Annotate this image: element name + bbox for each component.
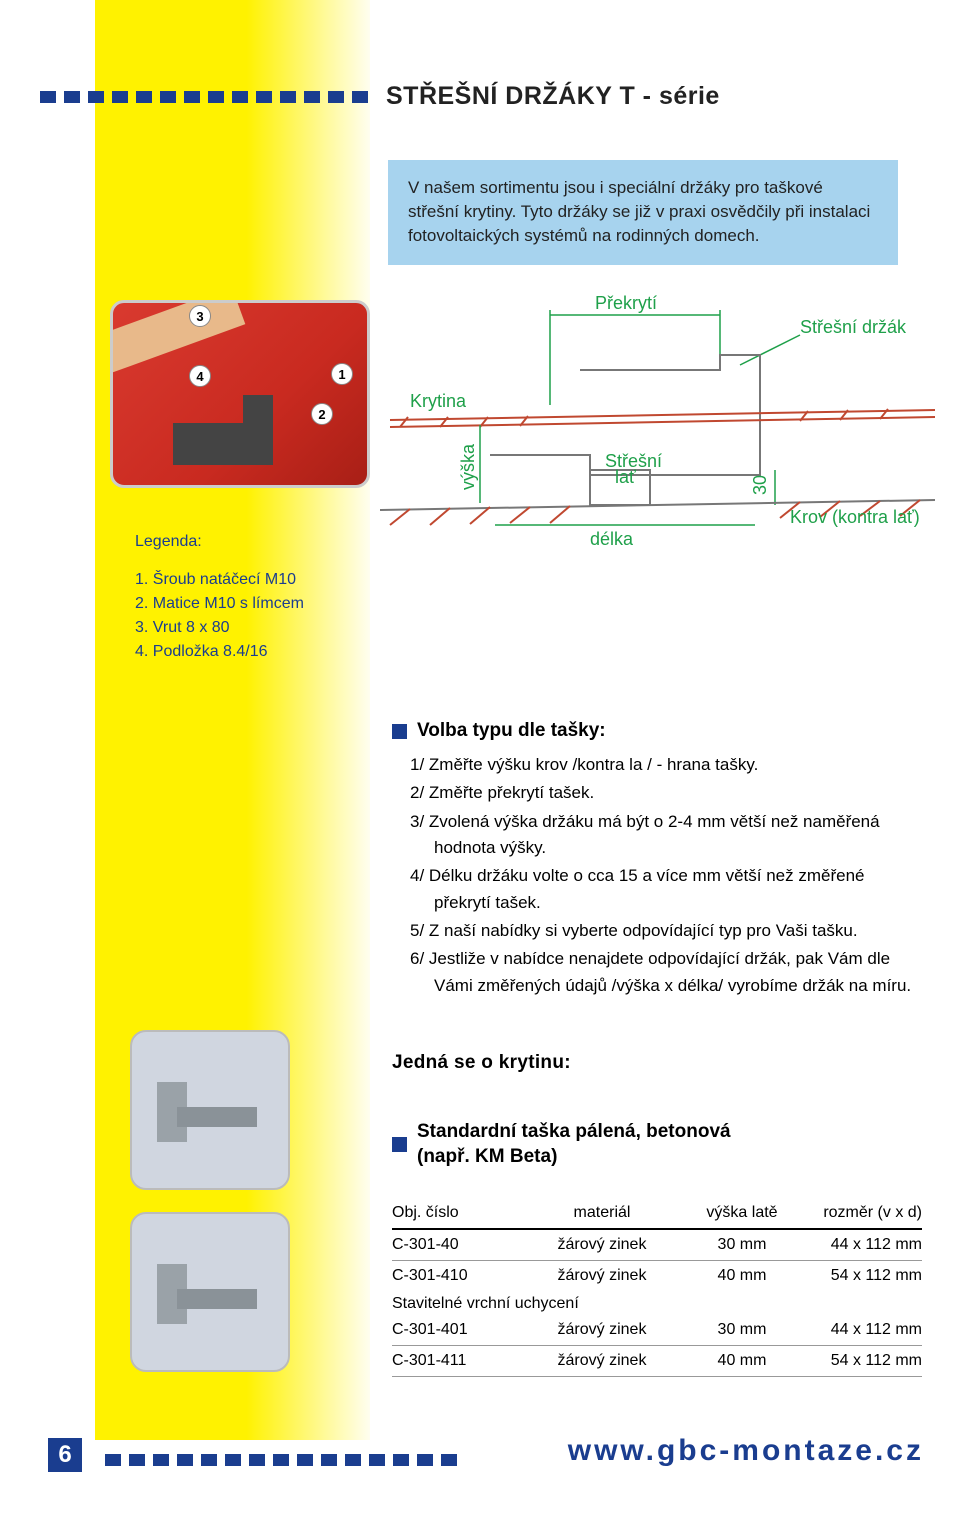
td: 40 mm — [682, 1267, 802, 1285]
technical-schematic: Překrytí Střešní držák Krytina Střešní — [380, 295, 935, 585]
label-lat2: lať — [615, 467, 636, 487]
photo-bracket — [173, 395, 273, 465]
volba-item: 3/ Zvolená výška držáku má být o 2-4 mm … — [410, 809, 912, 862]
intro-text: V našem sortimentu jsou i speciální držá… — [408, 178, 870, 245]
krytinu-head: Jedná se o krytinu: — [392, 1052, 571, 1074]
label-30: 30 — [750, 475, 770, 495]
title-row: STŘEŠNÍ DRŽÁKY T - série — [40, 82, 920, 111]
volba-head-text: Volba typu dle tašky: — [417, 720, 606, 742]
volba-item: 1/ Změřte výšku krov /kontra la / - hran… — [410, 752, 912, 778]
legenda-block: Legenda: 1. Šroub natáčecí M10 2. Matice… — [135, 530, 355, 664]
td: 44 x 112 mm — [802, 1321, 922, 1339]
table-row: C-301-411 žárový zinek 40 mm 54 x 112 mm — [392, 1346, 922, 1377]
th-obj: Obj. číslo — [392, 1204, 522, 1222]
label-drzak: Střešní držák — [800, 317, 907, 337]
td: žárový zinek — [522, 1321, 682, 1339]
label-krov: Krov (kontra lať) — [790, 507, 920, 527]
volba-section: Volba typu dle tašky: 1/ Změřte výšku kr… — [392, 720, 912, 1001]
spec-table: Obj. číslo materiál výška latě rozměr (v… — [392, 1198, 922, 1377]
td: 54 x 112 mm — [802, 1352, 922, 1370]
footer-dots — [105, 1454, 457, 1466]
td: 44 x 112 mm — [802, 1236, 922, 1254]
td: C-301-401 — [392, 1321, 522, 1339]
td: 30 mm — [682, 1236, 802, 1254]
th-rozm: rozměr (v x d) — [802, 1204, 922, 1222]
standard-head-l1: Standardní taška pálená, betonová — [417, 1120, 731, 1145]
table-row: C-301-401 žárový zinek 30 mm 44 x 112 mm — [392, 1315, 922, 1346]
volba-item: 4/ Délku držáku volte o cca 15 a více mm… — [410, 863, 912, 916]
volba-item: 2/ Změřte překrytí tašek. — [410, 780, 912, 806]
callout-2: 2 — [311, 403, 333, 425]
photo-beam — [110, 300, 245, 375]
td: C-301-410 — [392, 1267, 522, 1285]
callout-3: 3 — [189, 305, 211, 327]
table-head-row: Obj. číslo materiál výška latě rozměr (v… — [392, 1198, 922, 1230]
product-photo-2 — [130, 1212, 290, 1372]
td: 30 mm — [682, 1321, 802, 1339]
th-mat: materiál — [522, 1204, 682, 1222]
footer-url: www.gbc-montaze.cz — [568, 1434, 924, 1468]
table-row: C-301-40 žárový zinek 30 mm 44 x 112 mm — [392, 1230, 922, 1261]
volba-item: 6/ Jestliže v nabídce nenajdete odpovída… — [410, 946, 912, 999]
legenda-item: 4. Podložka 8.4/16 — [135, 640, 355, 664]
th-vysk: výška latě — [682, 1204, 802, 1222]
volba-head: Volba typu dle tašky: — [392, 720, 912, 742]
legenda-item: 1. Šroub natáčecí M10 — [135, 568, 355, 592]
volba-list: 1/ Změřte výšku krov /kontra la / - hran… — [392, 752, 912, 999]
td: žárový zinek — [522, 1352, 682, 1370]
intro-box: V našem sortimentu jsou i speciální držá… — [388, 160, 898, 265]
square-bullet-icon — [392, 1137, 407, 1152]
product-photo-1 — [130, 1030, 290, 1190]
standard-head: Standardní taška pálená, betonová (např.… — [392, 1120, 922, 1169]
callout-4: 4 — [189, 365, 211, 387]
label-delka: délka — [590, 529, 634, 549]
page-title: STŘEŠNÍ DRŽÁKY T - série — [386, 82, 720, 111]
square-bullet-icon — [392, 724, 407, 739]
roof-photo: 1 2 3 4 — [110, 300, 370, 488]
leader-dots — [40, 91, 368, 103]
td: C-301-40 — [392, 1236, 522, 1254]
label-prekryti: Překrytí — [595, 295, 657, 313]
label-krytina: Krytina — [410, 391, 467, 411]
page-number: 6 — [48, 1438, 82, 1472]
standard-section: Standardní taška pálená, betonová (např.… — [392, 1120, 922, 1179]
td: žárový zinek — [522, 1236, 682, 1254]
standard-head-l2: (např. KM Beta) — [417, 1145, 731, 1170]
callout-1: 1 — [331, 363, 353, 385]
legenda-item: 2. Matice M10 s límcem — [135, 592, 355, 616]
table-note: Stavitelné vrchní uchycení — [392, 1291, 922, 1315]
td: C-301-411 — [392, 1352, 522, 1370]
td: 40 mm — [682, 1352, 802, 1370]
volba-item: 5/ Z naší nabídky si vyberte odpovídajíc… — [410, 918, 912, 944]
legenda-item: 3. Vrut 8 x 80 — [135, 616, 355, 640]
td: 54 x 112 mm — [802, 1267, 922, 1285]
table-row: C-301-410 žárový zinek 40 mm 54 x 112 mm — [392, 1261, 922, 1291]
legenda-head: Legenda: — [135, 530, 355, 554]
label-vyska: výška — [458, 443, 478, 490]
td: žárový zinek — [522, 1267, 682, 1285]
